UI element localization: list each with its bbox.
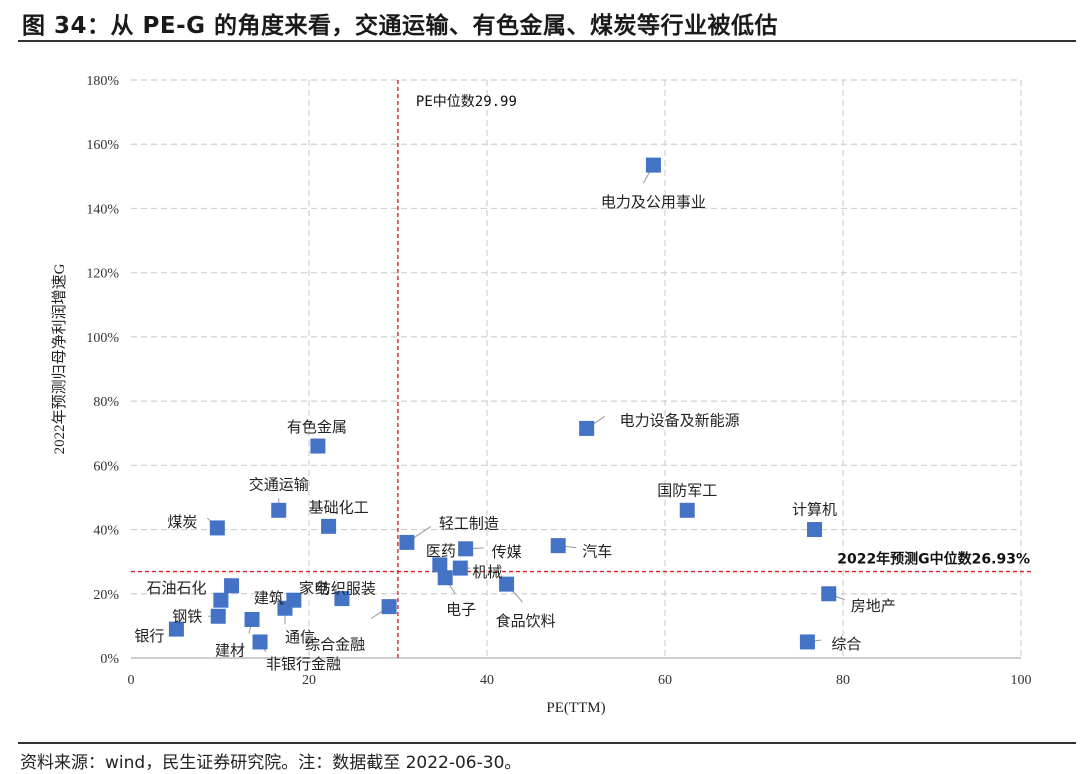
data-point	[277, 600, 293, 616]
data-point	[210, 608, 226, 624]
point-label: 银行	[134, 627, 164, 645]
point-label: 钢铁	[172, 607, 202, 625]
data-point	[550, 538, 566, 554]
data-point	[381, 599, 397, 615]
y-tick-label: 20%	[93, 588, 119, 603]
x-tick-label: 0	[128, 673, 135, 688]
point-label: 综合	[831, 635, 861, 653]
axis-layer: 0 20 40 60 80 100 0% 20% 40% 60% 80% 100% 120% 140% 16…	[86, 74, 1031, 688]
x-tick-label: 60	[658, 673, 672, 688]
data-point	[499, 576, 515, 592]
data-point	[224, 578, 240, 594]
x-tick-label: 20	[302, 673, 316, 688]
scatter-chart: 0 20 40 60 80 100 0% 20% 40% 60% 80% 100% 120% 140% 16…	[51, 74, 1032, 716]
point-label: 建筑	[254, 589, 284, 607]
x-tick-label: 40	[480, 673, 494, 688]
data-point	[437, 570, 453, 586]
title-divider	[18, 40, 1076, 42]
source-note: 资料来源：wind，民生证券研究院。注：数据截至 2022-06-30。	[20, 753, 522, 773]
point-label: 计算机	[792, 501, 837, 519]
data-point	[807, 522, 823, 538]
y-tick-label: 180%	[86, 74, 119, 89]
data-point	[645, 157, 661, 173]
pe-median-label: PE中位数29.99	[416, 94, 517, 110]
data-point	[310, 438, 326, 454]
g-median-label: 2022年预测G中位数26.93%	[837, 551, 1030, 568]
point-label: 房地产	[851, 597, 896, 615]
point-label: 通信	[285, 628, 315, 646]
x-tick-label: 80	[836, 673, 850, 688]
y-tick-label: 140%	[86, 202, 119, 217]
point-label: 家电	[299, 579, 329, 597]
data-point	[799, 634, 815, 650]
data-point	[399, 534, 415, 550]
point-label: 煤炭	[167, 513, 197, 531]
point-label: 汽车	[582, 543, 612, 561]
point-label: 轻工制造	[439, 514, 499, 532]
point-label: 有色金属	[287, 418, 347, 436]
data-point	[458, 541, 474, 557]
point-label: 纺织服装	[316, 580, 376, 598]
data-points	[168, 157, 837, 650]
y-tick-label: 120%	[86, 267, 119, 282]
point-label: 国防军工	[657, 481, 717, 499]
data-point	[321, 518, 337, 534]
grid-layer	[131, 79, 1022, 658]
x-tick-label: 100	[1011, 673, 1032, 688]
figure-title: 图 34：从 PE-G 的角度来看，交通运输、有色金属、煤炭等行业被低估	[22, 13, 779, 39]
data-point	[168, 621, 184, 637]
y-tick-label: 60%	[93, 459, 119, 474]
point-label: 电子	[446, 601, 476, 619]
y-tick-label: 40%	[93, 524, 119, 539]
data-point	[334, 591, 350, 607]
reference-lines: PE中位数29.99 2022年预测G中位数26.93%	[131, 80, 1031, 658]
footer-divider	[18, 742, 1076, 744]
point-label: 传媒	[492, 543, 522, 561]
y-tick-label: 0%	[100, 652, 119, 667]
point-label: 机械	[472, 563, 502, 581]
data-point	[252, 634, 268, 650]
x-axis-title: PE(TTM)	[546, 700, 605, 716]
data-point	[244, 611, 260, 627]
data-point	[271, 502, 287, 518]
y-axis-title: 2022年预测归母净利润增速G	[51, 263, 68, 454]
data-point	[209, 520, 225, 536]
point-label: 食品饮料	[496, 612, 556, 630]
y-tick-label: 80%	[93, 395, 119, 410]
point-label: 建材	[215, 641, 245, 659]
point-label: 电力设备及新能源	[620, 411, 740, 429]
data-point	[821, 586, 837, 602]
data-point	[432, 557, 448, 573]
data-point	[452, 560, 468, 576]
point-label: 交通运输	[249, 475, 309, 493]
point-label: 非银行金融	[266, 655, 341, 673]
point-label: 基础化工	[309, 498, 369, 516]
data-point	[213, 592, 229, 608]
point-label: 电力及公用事业	[601, 193, 706, 211]
point-label: 石油石化	[147, 579, 207, 597]
y-tick-label: 100%	[86, 331, 119, 346]
y-tick-label: 160%	[86, 138, 119, 153]
data-point	[679, 502, 695, 518]
point-label: 综合金融	[305, 636, 365, 654]
data-point	[579, 420, 595, 436]
point-label: 医药	[426, 542, 456, 560]
